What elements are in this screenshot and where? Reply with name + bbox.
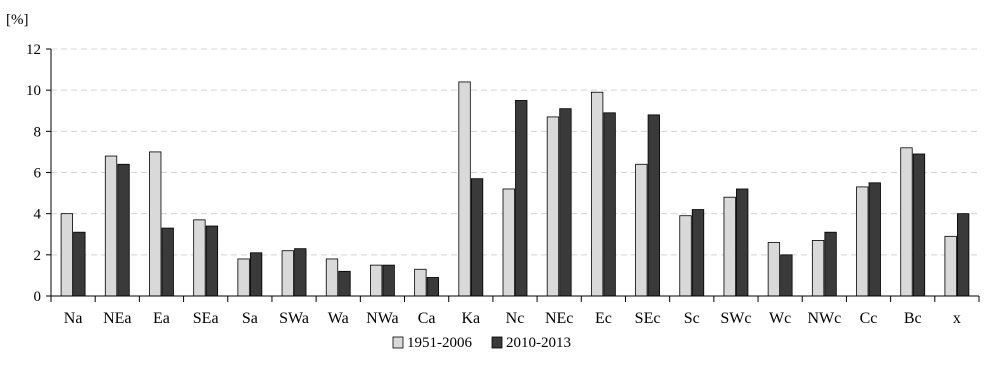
bar-SEa-1951-2006: [193, 219, 206, 297]
x-category-label-Sc: Sc: [684, 310, 700, 327]
legend-label-2010-2013: 2010-2013: [506, 335, 571, 351]
y-tick-label-2: 2: [34, 248, 42, 264]
x-category-label-NEa: NEa: [103, 310, 131, 327]
bar-Ka-2010-2013: [470, 178, 484, 297]
bar-SWa-2010-2013: [294, 248, 307, 297]
x-category-label-NEc: NEc: [545, 310, 573, 327]
bar-Wa-2010-2013: [338, 270, 351, 297]
bar-Ea-1951-2006: [149, 151, 162, 297]
x-category-label-Bc: Bc: [904, 310, 922, 327]
bar-Nc-1951-2006: [502, 188, 515, 297]
bar-Sc-1951-2006: [679, 215, 692, 297]
grid-lines: [51, 48, 979, 256]
bar-Wa-1951-2006: [325, 258, 339, 297]
bar-SWc-2010-2013: [736, 188, 749, 297]
x-category-label-x: x: [953, 310, 961, 327]
x-category-label-SWa: SWa: [279, 310, 309, 327]
legend-label-1951-2006: 1951-2006: [407, 335, 472, 351]
y-tick-label-6: 6: [34, 166, 42, 182]
bar-NEa-2010-2013: [117, 163, 130, 297]
bar-Cc-2010-2013: [868, 182, 881, 297]
legend: 1951-2006 2010-2013: [392, 335, 571, 351]
x-category-label-NWc: NWc: [807, 310, 841, 327]
bar-Ea-2010-2013: [161, 227, 174, 297]
bar-SEc-1951-2006: [635, 163, 648, 297]
bar-NWc-1951-2006: [811, 240, 825, 297]
bar-Ec-1951-2006: [590, 91, 604, 297]
x-category-label-Na: Na: [64, 310, 83, 327]
bar-NWa-2010-2013: [382, 264, 395, 297]
bar-Ec-2010-2013: [603, 112, 616, 297]
y-tick-labels: 0 2 4 6 8 10 12: [26, 42, 42, 305]
bar-x-2010-2013: [957, 213, 970, 297]
bars: [60, 81, 970, 297]
legend-swatch-2010-2013: [491, 336, 503, 349]
bar-Bc-2010-2013: [912, 153, 926, 297]
y-tick-label-0: 0: [34, 289, 42, 305]
bar-Na-1951-2006: [60, 213, 73, 297]
bar-SWa-1951-2006: [281, 250, 294, 297]
bar-SEc-2010-2013: [647, 114, 660, 297]
x-category-label-NWa: NWa: [366, 310, 398, 327]
bar-NEc-1951-2006: [546, 116, 560, 297]
axes: [46, 48, 980, 302]
x-category-label-Nc: Nc: [506, 310, 525, 327]
x-category-labels: Na NEa Ea SEa Sa SWa Wa NWa Ca Ka Nc NEc Ec SEc Sc SWc W…: [64, 310, 961, 327]
y-tick-label-12: 12: [26, 42, 41, 58]
y-axis-unit-label: [%]: [6, 12, 29, 28]
bar-Ka-1951-2006: [458, 81, 471, 297]
bar-Nc-2010-2013: [515, 100, 528, 297]
bar-SWc-1951-2006: [723, 196, 736, 297]
x-category-label-SEa: SEa: [193, 310, 219, 327]
bar-Wc-1951-2006: [767, 242, 781, 297]
x-category-label-Wa: Wa: [328, 310, 349, 327]
bar-Sa-1951-2006: [237, 258, 250, 297]
x-category-label-SEc: SEc: [635, 310, 661, 327]
bar-Wc-2010-2013: [780, 254, 793, 297]
x-category-label-SWc: SWc: [720, 310, 751, 327]
bar-Sa-2010-2013: [249, 252, 263, 297]
bar-Cc-1951-2006: [856, 186, 869, 297]
bar-Bc-1951-2006: [900, 147, 913, 297]
bar-SEa-2010-2013: [205, 225, 219, 297]
bar-Ca-1951-2006: [414, 268, 427, 297]
x-category-label-Ka: Ka: [461, 310, 480, 327]
bar-NEc-2010-2013: [559, 108, 572, 297]
bar-Sc-2010-2013: [691, 209, 705, 297]
bar-x-1951-2006: [944, 235, 957, 297]
x-category-label-Ec: Ec: [595, 310, 612, 327]
bar-Ca-2010-2013: [426, 277, 440, 297]
x-category-label-Sa: Sa: [242, 310, 258, 327]
x-category-label-Wc: Wc: [769, 310, 791, 327]
x-category-label-Ca: Ca: [418, 310, 436, 327]
bar-NWc-2010-2013: [824, 231, 837, 297]
y-tick-label-8: 8: [34, 124, 42, 140]
x-category-label-Ea: Ea: [153, 310, 170, 327]
bar-NEa-1951-2006: [104, 155, 118, 297]
legend-swatch-1951-2006: [392, 336, 404, 349]
y-tick-label-4: 4: [34, 207, 42, 223]
bar-Na-2010-2013: [73, 231, 86, 297]
x-category-label-Cc: Cc: [860, 310, 878, 327]
bar-NWa-1951-2006: [370, 264, 383, 297]
y-tick-label-10: 10: [26, 83, 41, 99]
